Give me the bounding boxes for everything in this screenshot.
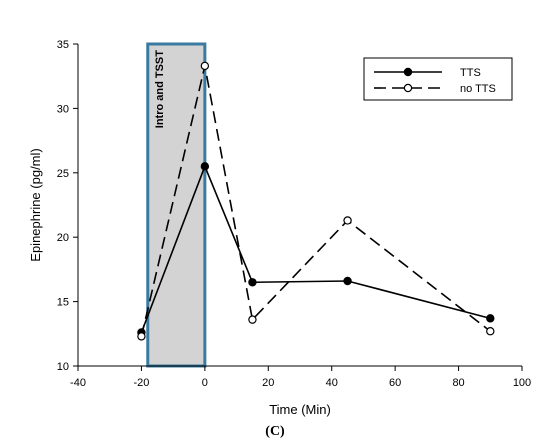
legend-marker-no-tts [403,83,413,93]
y-tick-label: 35 [57,39,69,51]
legend-box [363,57,513,101]
x-tick-label: 20 [262,377,274,389]
x-tick-label: 100 [513,377,531,389]
panel-label: (C) [265,424,285,439]
legend: TTS no TTS [363,57,513,101]
series-layer [137,61,495,341]
x-tick-label: 40 [326,377,338,389]
x-tick-label: 60 [389,377,401,389]
data-point-tts [343,276,352,286]
y-tick-label: 10 [57,361,69,373]
x-tick-label: 0 [202,377,208,389]
shaded-region [146,42,207,368]
series-line-no-tts [140,65,491,337]
x-tick-label: 80 [452,377,464,389]
y-tick-label: 15 [57,297,69,309]
data-point-no-tts [137,332,146,341]
y-tick-label: 20 [57,232,69,244]
x-tick-label: -20 [133,377,149,389]
data-point-no-tts [248,315,257,324]
legend-label-tts: TTS [460,67,481,79]
data-point-no-tts [343,216,352,225]
x-axis-label: Time (Min) [269,402,331,417]
axes-layer: -40 -20 0 20 40 60 80 100 10 15 20 25 30 35 [57,39,531,389]
legend-label-no-tts: no TTS [460,83,496,95]
data-point-tts [486,314,495,323]
data-point-no-tts [486,327,495,336]
y-tick-label: 30 [57,103,69,115]
x-tick-label: -40 [70,377,86,389]
data-point-no-tts [200,61,210,71]
legend-marker-tts [403,67,413,77]
shaded-region-label: Intro and TSST [154,50,166,129]
data-point-tts [200,162,210,171]
y-tick-label: 25 [57,168,69,180]
y-axis-label: Epinephrine (pg/ml) [28,148,43,261]
data-point-tts [248,278,257,287]
shaded-region-layer [146,42,207,368]
